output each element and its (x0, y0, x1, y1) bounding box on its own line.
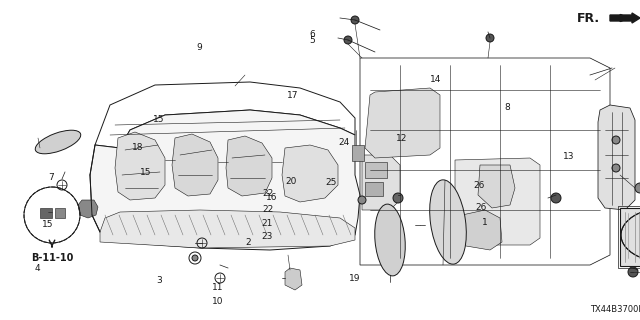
Circle shape (612, 136, 620, 144)
Text: 15: 15 (153, 116, 164, 124)
Circle shape (358, 196, 366, 204)
Ellipse shape (429, 180, 467, 264)
Text: 6: 6 (310, 30, 315, 39)
Text: 24: 24 (339, 138, 350, 147)
Polygon shape (100, 210, 355, 248)
Text: 8: 8 (504, 103, 509, 112)
Circle shape (486, 34, 494, 42)
Text: 11: 11 (212, 284, 223, 292)
Text: 21: 21 (262, 219, 273, 228)
Bar (352, 145, 364, 161)
Text: 4: 4 (35, 264, 40, 273)
Circle shape (344, 36, 352, 44)
Text: TX44B3700D: TX44B3700D (590, 306, 640, 315)
Text: 14: 14 (429, 75, 441, 84)
Text: 26: 26 (473, 181, 484, 190)
Text: 1: 1 (483, 218, 488, 227)
Bar (40, 208, 52, 218)
Ellipse shape (621, 208, 640, 262)
Polygon shape (598, 105, 635, 210)
Polygon shape (115, 132, 165, 200)
Text: 9: 9 (197, 43, 202, 52)
FancyArrow shape (610, 13, 640, 23)
Polygon shape (78, 200, 98, 218)
Text: 16: 16 (266, 193, 278, 202)
Text: 13: 13 (563, 152, 574, 161)
Text: 19: 19 (349, 274, 361, 283)
Bar (618, 206, 640, 268)
Circle shape (628, 267, 638, 277)
Text: 25: 25 (326, 178, 337, 187)
Polygon shape (478, 165, 515, 208)
Circle shape (635, 183, 640, 193)
Polygon shape (362, 155, 400, 210)
Ellipse shape (35, 130, 81, 154)
Text: 22: 22 (262, 189, 273, 198)
Bar (365, 162, 387, 178)
Polygon shape (172, 134, 218, 196)
Text: 7: 7 (49, 173, 54, 182)
Text: 2: 2 (246, 238, 251, 247)
Polygon shape (365, 88, 440, 158)
Bar (365, 182, 383, 196)
Bar (620, 208, 640, 266)
Text: 15: 15 (42, 220, 54, 229)
Polygon shape (90, 110, 360, 250)
Polygon shape (282, 145, 338, 202)
Polygon shape (460, 210, 502, 250)
Text: FR.: FR. (577, 12, 600, 25)
Circle shape (612, 164, 620, 172)
Circle shape (351, 16, 359, 24)
Polygon shape (285, 268, 302, 290)
Text: 26: 26 (476, 204, 487, 212)
Ellipse shape (375, 204, 405, 276)
Bar (55, 208, 65, 218)
Text: 23: 23 (262, 232, 273, 241)
Text: 10: 10 (212, 297, 223, 306)
Polygon shape (226, 136, 272, 196)
Circle shape (551, 193, 561, 203)
Text: 17: 17 (287, 91, 299, 100)
Text: 20: 20 (285, 177, 297, 186)
Text: 12: 12 (396, 134, 408, 143)
Text: 18: 18 (132, 143, 143, 152)
Text: B-11-10: B-11-10 (31, 253, 73, 263)
Text: 3: 3 (156, 276, 161, 285)
Text: 15: 15 (140, 168, 152, 177)
Circle shape (192, 255, 198, 261)
Text: 22: 22 (262, 205, 273, 214)
Text: 5: 5 (310, 36, 315, 45)
Circle shape (393, 193, 403, 203)
Polygon shape (455, 158, 540, 245)
